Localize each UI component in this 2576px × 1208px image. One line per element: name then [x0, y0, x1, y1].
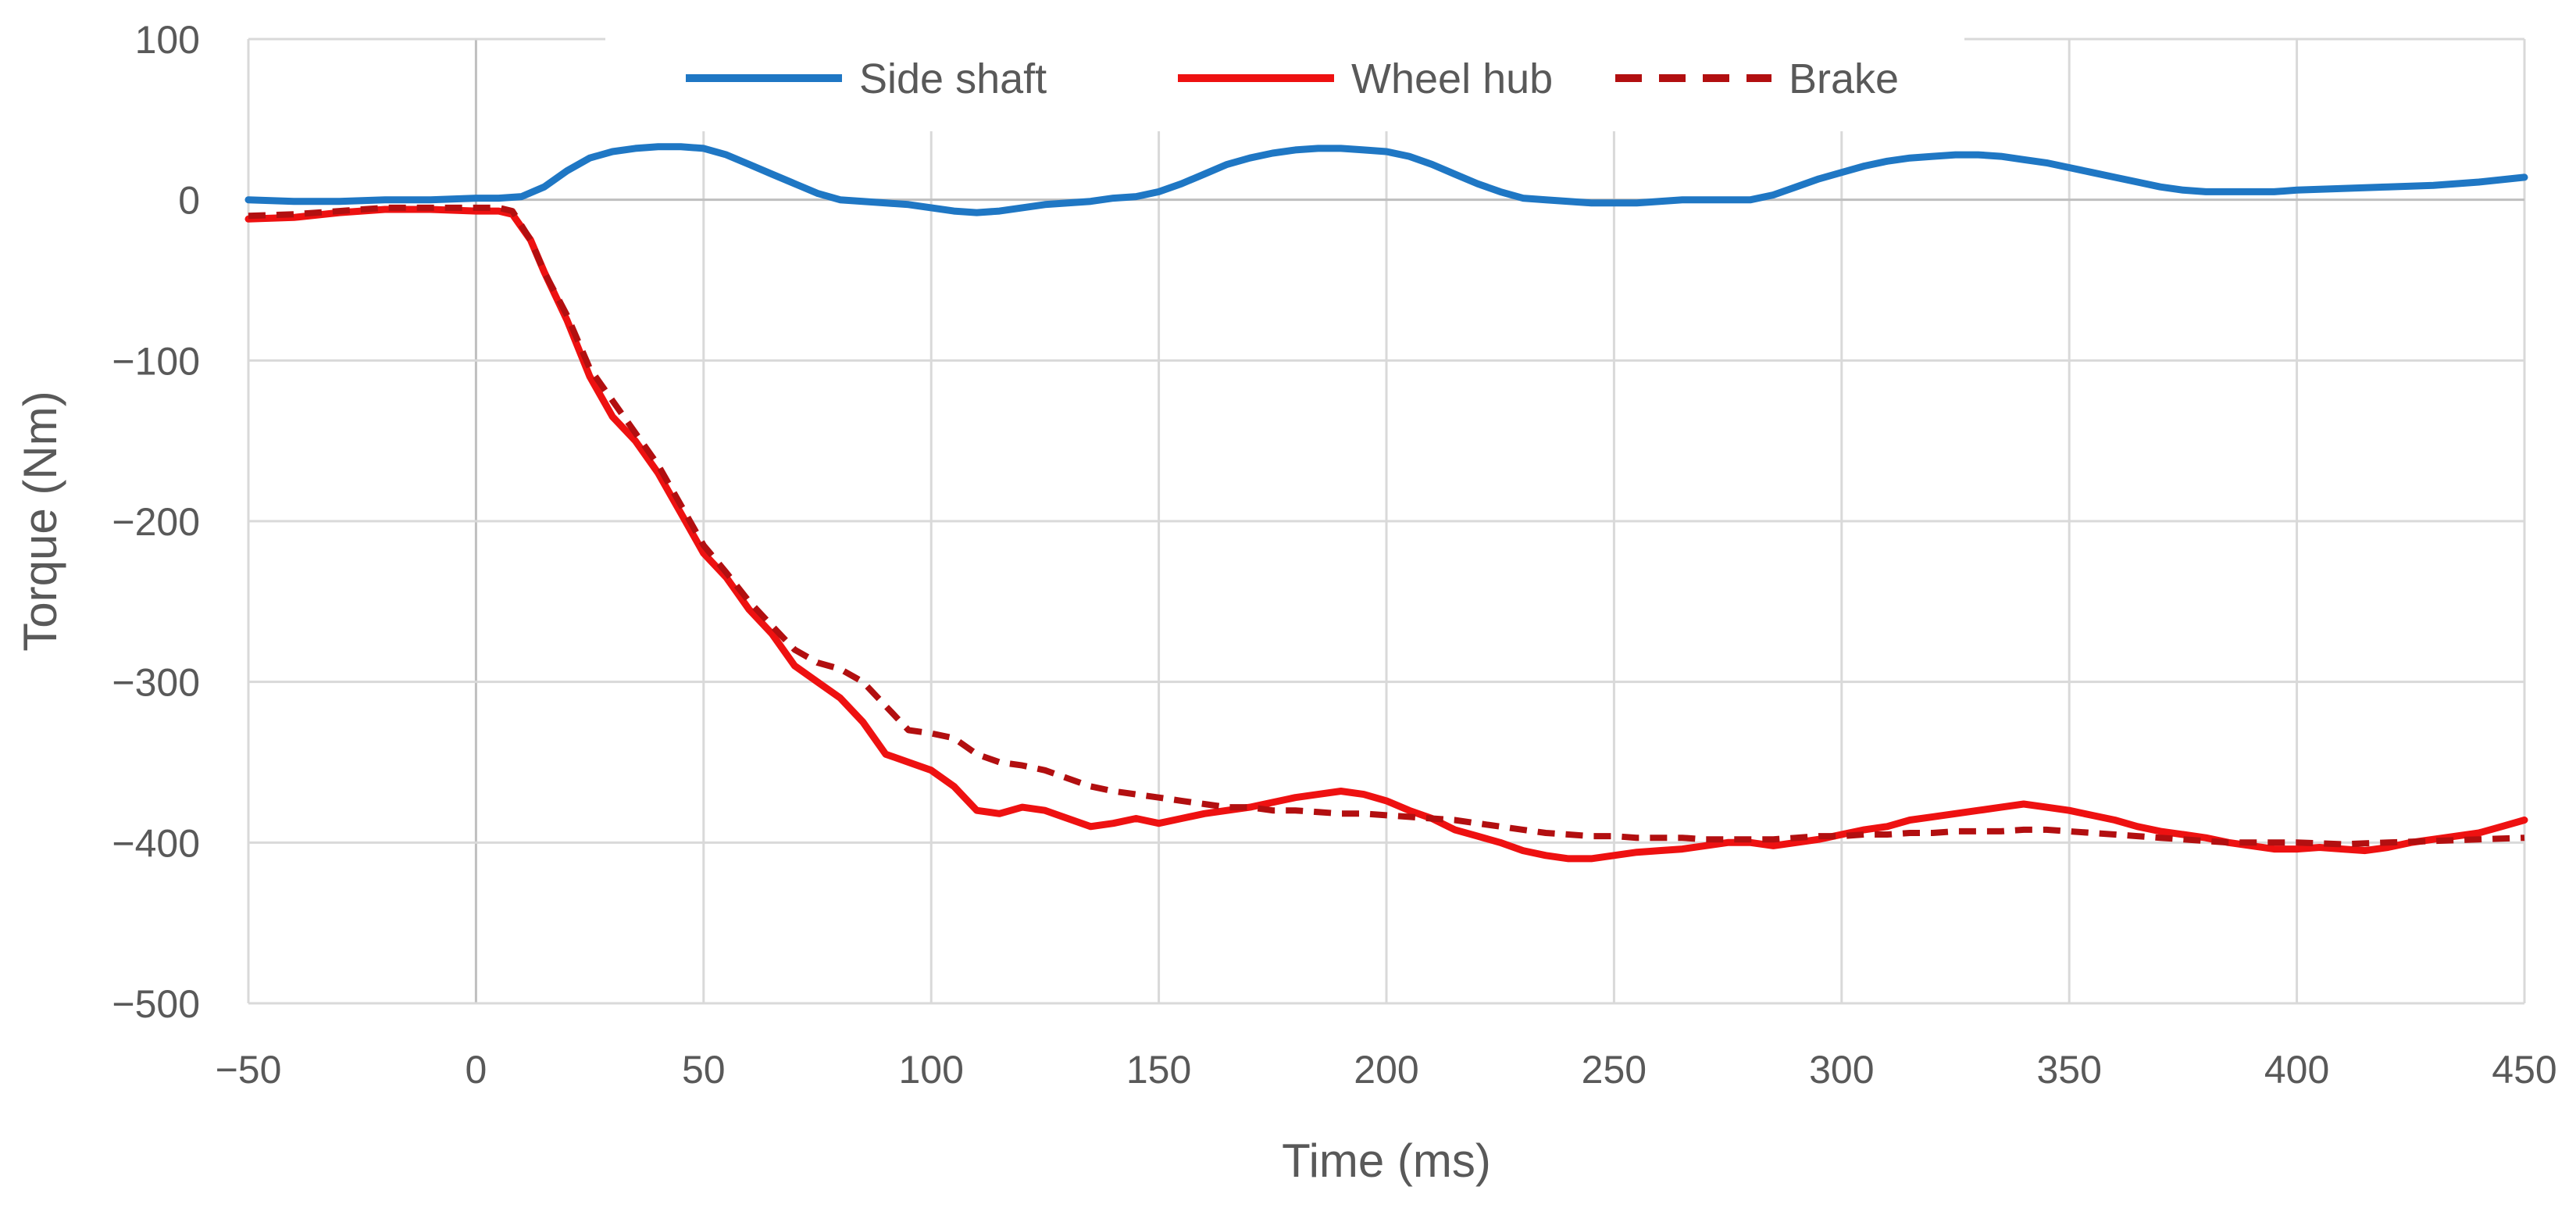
legend-label: Wheel hub	[1351, 55, 1553, 102]
x-tick-label: −50	[216, 1048, 282, 1092]
legend: Side shaft Wheel hub Brake	[605, 38, 1964, 131]
x-tick-label: 400	[2264, 1048, 2329, 1092]
x-tick-label: 50	[682, 1048, 726, 1092]
x-tick-label: 0	[465, 1048, 487, 1092]
gridlines	[247, 38, 2526, 1005]
y-tick-label: −400	[112, 821, 200, 865]
legend-label: Side shaft	[859, 55, 1047, 102]
x-tick-label: 150	[1126, 1048, 1191, 1092]
x-tick-label: 300	[1809, 1048, 1874, 1092]
y-tick-label: 0	[178, 179, 200, 223]
y-tick-label: −100	[112, 339, 200, 383]
x-tick-label: 100	[898, 1048, 963, 1092]
y-axis-title: Torque (Nm)	[14, 391, 66, 651]
x-tick-label: 200	[1354, 1048, 1418, 1092]
tick-labels: −50 0 50 100 150 200 250 300 350 400 4501000−100−2…	[112, 18, 2556, 1092]
y-tick-label: −500	[112, 982, 200, 1026]
x-tick-label: 350	[2036, 1048, 2101, 1092]
x-tick-label: 250	[1582, 1048, 1647, 1092]
y-tick-label: 100	[135, 18, 200, 62]
x-tick-label: 450	[2492, 1048, 2556, 1092]
series-group	[244, 143, 2528, 863]
series-line-side-shaft	[244, 143, 2528, 216]
y-tick-label: −200	[112, 500, 200, 544]
x-axis-title: Time (ms)	[1282, 1135, 1491, 1187]
legend-label: Brake	[1789, 55, 1899, 102]
y-tick-label: −300	[112, 661, 200, 705]
legend-background	[605, 38, 1964, 131]
series-line-brake	[248, 204, 2525, 848]
